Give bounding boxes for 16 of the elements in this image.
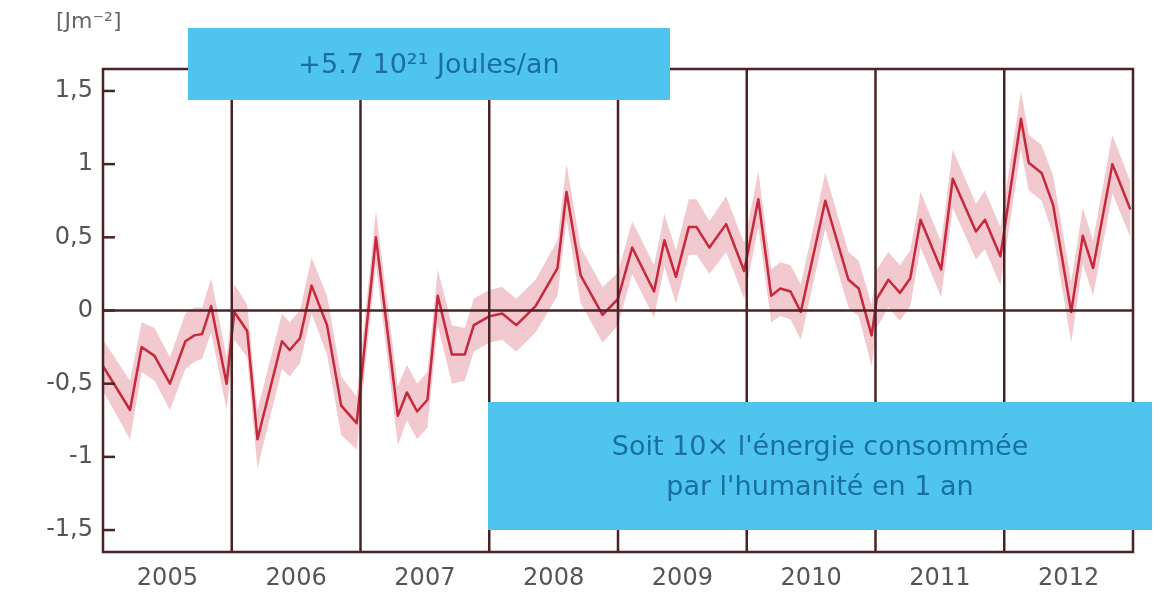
y-tick-label: -0,5 xyxy=(46,367,93,396)
y-tick-label: -1,5 xyxy=(46,514,93,543)
x-tick-label: 2012 xyxy=(1038,562,1100,591)
x-tick-label: 2005 xyxy=(136,562,198,591)
x-tick-label: 2009 xyxy=(651,562,713,591)
y-axis-title: [Jm⁻²] xyxy=(56,7,122,33)
x-tick-label: 2006 xyxy=(265,562,327,591)
x-tick-label: 2007 xyxy=(394,562,456,591)
y-tick-label: 0,5 xyxy=(54,221,93,250)
y-tick-label: -1 xyxy=(69,441,93,470)
y-tick-label: 1,5 xyxy=(54,75,93,104)
y-tick-label: 1 xyxy=(77,148,93,177)
x-tick-label: 2008 xyxy=(523,562,585,591)
x-tick-label: 2011 xyxy=(909,562,971,591)
y-tick-label: 0 xyxy=(77,294,93,323)
x-tick-label: 2010 xyxy=(780,562,842,591)
